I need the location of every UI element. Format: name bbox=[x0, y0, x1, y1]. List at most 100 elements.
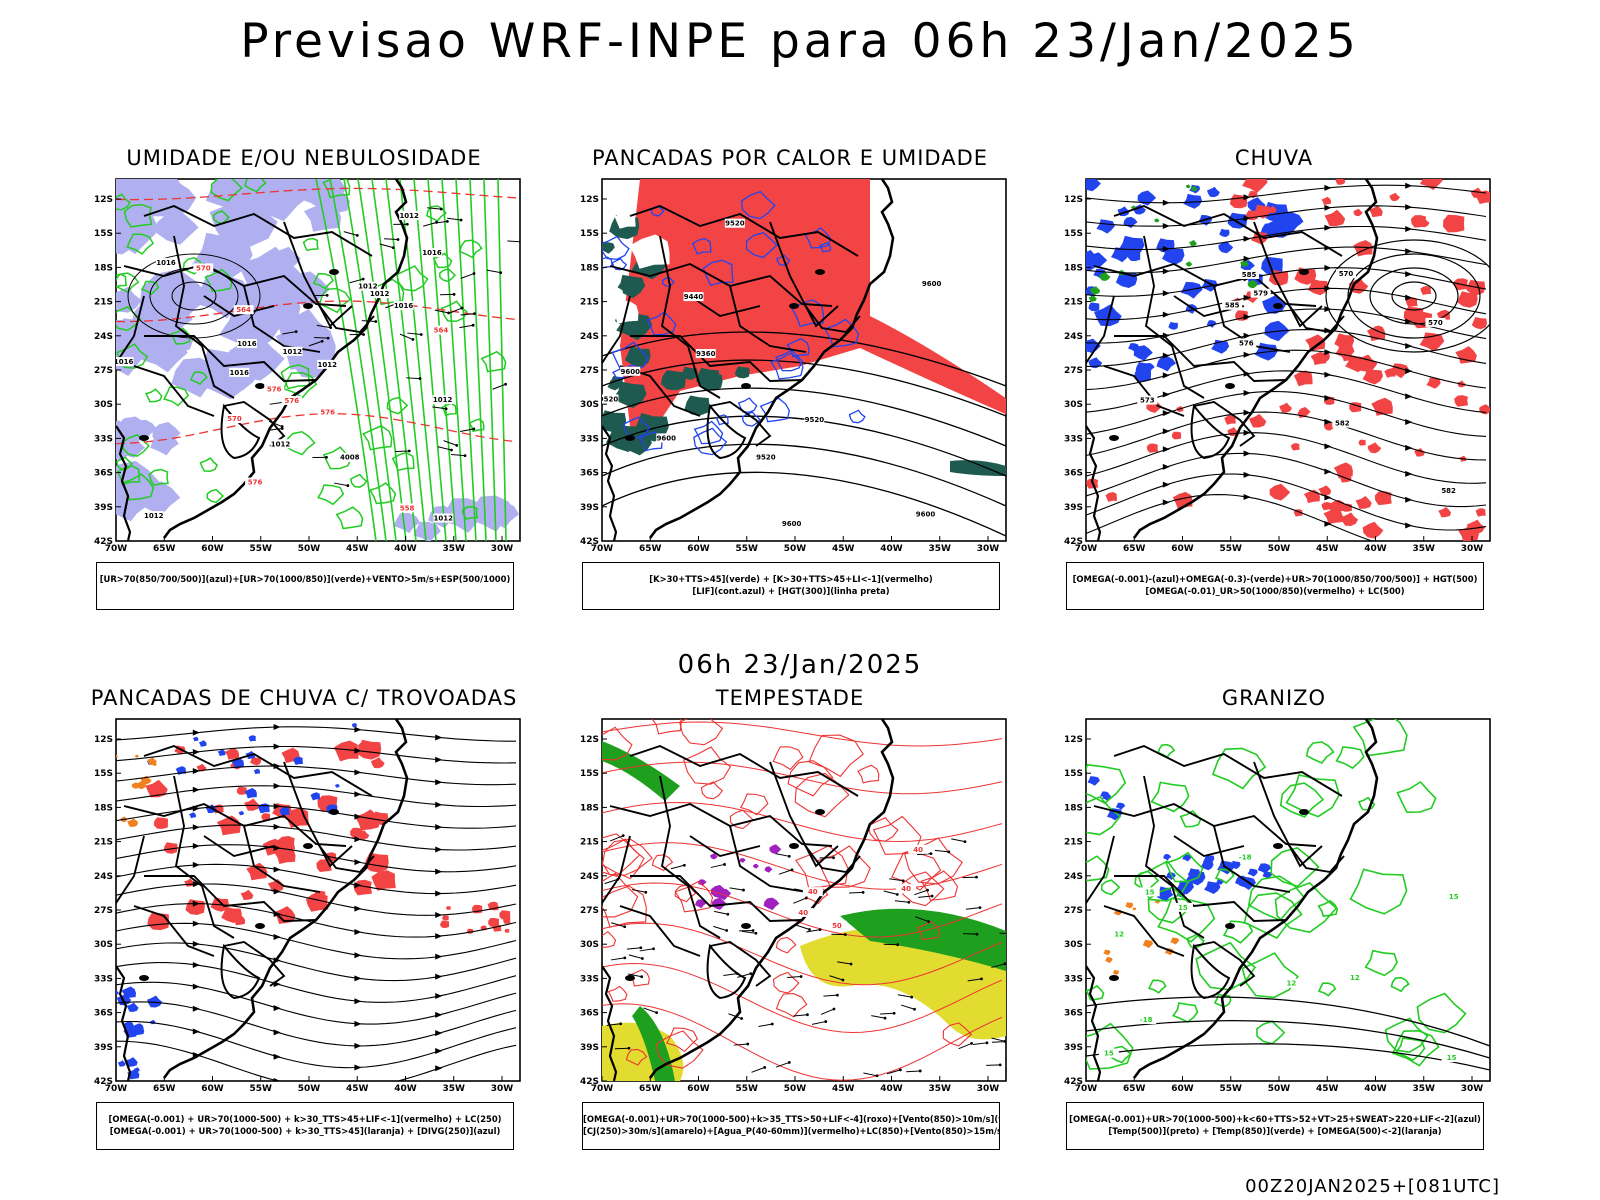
wind-vector bbox=[614, 1047, 629, 1050]
legend-box: [OMEGA(-0.001)+UR>70(1000-500)+k<60+TTS>… bbox=[1066, 1102, 1484, 1150]
wind-vector bbox=[849, 891, 864, 894]
streamline bbox=[116, 745, 517, 764]
field-patch bbox=[1323, 507, 1343, 525]
contour-label-bg bbox=[433, 513, 454, 523]
country-border bbox=[1253, 761, 1323, 868]
wind-vector-head bbox=[455, 443, 459, 447]
lat-tick-label: 33S bbox=[94, 974, 113, 984]
streamline-arrow bbox=[1243, 294, 1251, 301]
field-patch bbox=[1115, 802, 1126, 810]
field-patch bbox=[1309, 491, 1319, 499]
contour-label: 576 bbox=[267, 386, 282, 394]
contour-label-bg bbox=[1222, 300, 1243, 310]
field-patch bbox=[442, 915, 449, 921]
country-border bbox=[133, 365, 215, 417]
wind-vector-head bbox=[280, 425, 284, 428]
wind-vector bbox=[427, 207, 442, 210]
field-patch bbox=[1183, 193, 1203, 209]
field-patch bbox=[147, 757, 157, 765]
lon-tick-label: 65W bbox=[153, 544, 176, 554]
country-border bbox=[709, 940, 772, 987]
lake bbox=[255, 383, 265, 389]
lon-tick-label: 60W bbox=[687, 544, 710, 554]
field-patch bbox=[131, 1025, 145, 1036]
lif-contour bbox=[823, 318, 860, 348]
contour-label: 9520 bbox=[756, 454, 776, 462]
lake bbox=[1299, 809, 1309, 815]
uruguay-border bbox=[1190, 403, 1231, 460]
lon-tick-label: 55W bbox=[1220, 544, 1243, 554]
field-patch bbox=[711, 897, 727, 910]
streamline-arrow bbox=[1162, 481, 1170, 488]
field-patch bbox=[1154, 218, 1160, 223]
contour-label-bg bbox=[369, 289, 390, 299]
wind-vector-head bbox=[763, 1066, 767, 1069]
wind-vector-head bbox=[463, 454, 467, 458]
streamline bbox=[116, 726, 516, 742]
map-overlay: 582 585 585 582 579 576 570 573 570 bbox=[1086, 179, 1490, 541]
wind-vector-head bbox=[519, 241, 520, 243]
legend-line: [UR>70(850/700/500)](azul)+[UR>70(1000/8… bbox=[99, 574, 511, 584]
temp850-contour bbox=[1352, 719, 1408, 757]
field-patch bbox=[660, 370, 686, 391]
streamline-arrow bbox=[1243, 390, 1251, 397]
lif-contour bbox=[740, 190, 776, 220]
streamline-arrow bbox=[1324, 494, 1332, 501]
streamline-arrow bbox=[354, 836, 362, 843]
contour-label: 570 bbox=[1339, 270, 1354, 278]
streamline-arrow bbox=[435, 912, 443, 919]
wind-vector-head bbox=[754, 931, 758, 935]
humidity-contour bbox=[116, 272, 140, 294]
streamline-arrow bbox=[1162, 463, 1170, 470]
wind-vector bbox=[991, 963, 1006, 968]
wind-vector bbox=[384, 238, 399, 240]
field-patch bbox=[198, 740, 207, 747]
field-patch bbox=[1132, 907, 1137, 911]
wind-vector-head bbox=[1004, 1040, 1006, 1043]
lake bbox=[789, 843, 799, 849]
lat-tick-label: 12S bbox=[1064, 195, 1083, 205]
field-patch bbox=[1261, 256, 1283, 275]
field-patch bbox=[1133, 345, 1153, 361]
field-patch bbox=[1466, 519, 1486, 535]
west-coastline bbox=[1086, 965, 1102, 1081]
contour-label: 15 bbox=[1447, 1054, 1457, 1062]
field-patch bbox=[1405, 297, 1418, 308]
wind-vector bbox=[710, 863, 725, 868]
field-patch bbox=[1267, 205, 1277, 214]
streamline bbox=[602, 801, 1003, 843]
country-border bbox=[133, 905, 215, 957]
temp850-contour bbox=[1274, 881, 1338, 934]
streamline-arrow bbox=[1162, 245, 1170, 252]
field-patch bbox=[261, 813, 271, 821]
lon-tick-label: 70W bbox=[105, 544, 128, 554]
contour-label-bg bbox=[1344, 973, 1365, 983]
wind-vector-head bbox=[818, 928, 822, 932]
contour-label-bg bbox=[915, 509, 936, 519]
wind-vector bbox=[883, 890, 898, 895]
wind-vector-head bbox=[407, 449, 411, 453]
contour-label-bg bbox=[432, 395, 453, 405]
streamline-arrow bbox=[1405, 522, 1413, 529]
contour-label: 585 bbox=[1242, 271, 1257, 279]
lon-tick-label: 35W bbox=[929, 544, 952, 554]
wind-vector-head bbox=[918, 1069, 922, 1073]
wind-vector bbox=[450, 454, 466, 457]
humidity-contour bbox=[385, 179, 427, 541]
contour-ring bbox=[1325, 239, 1490, 353]
field-patch bbox=[116, 287, 142, 313]
lat-tick-label: 33S bbox=[1064, 974, 1083, 984]
streamline-arrow bbox=[354, 928, 362, 935]
streamline-arrow bbox=[192, 748, 200, 755]
field-patch bbox=[1362, 368, 1383, 385]
field-patch bbox=[117, 1060, 126, 1067]
humidity-contour bbox=[148, 468, 169, 487]
wind-vector bbox=[448, 307, 463, 314]
wind-vector-head bbox=[892, 1011, 896, 1015]
temp850-contour bbox=[1171, 1002, 1199, 1023]
temp850-contour bbox=[1222, 920, 1254, 944]
wind-vector bbox=[829, 975, 844, 981]
streamline bbox=[116, 765, 517, 786]
lon-tick-label: 30W bbox=[977, 544, 1000, 554]
field-patch bbox=[1355, 354, 1378, 372]
